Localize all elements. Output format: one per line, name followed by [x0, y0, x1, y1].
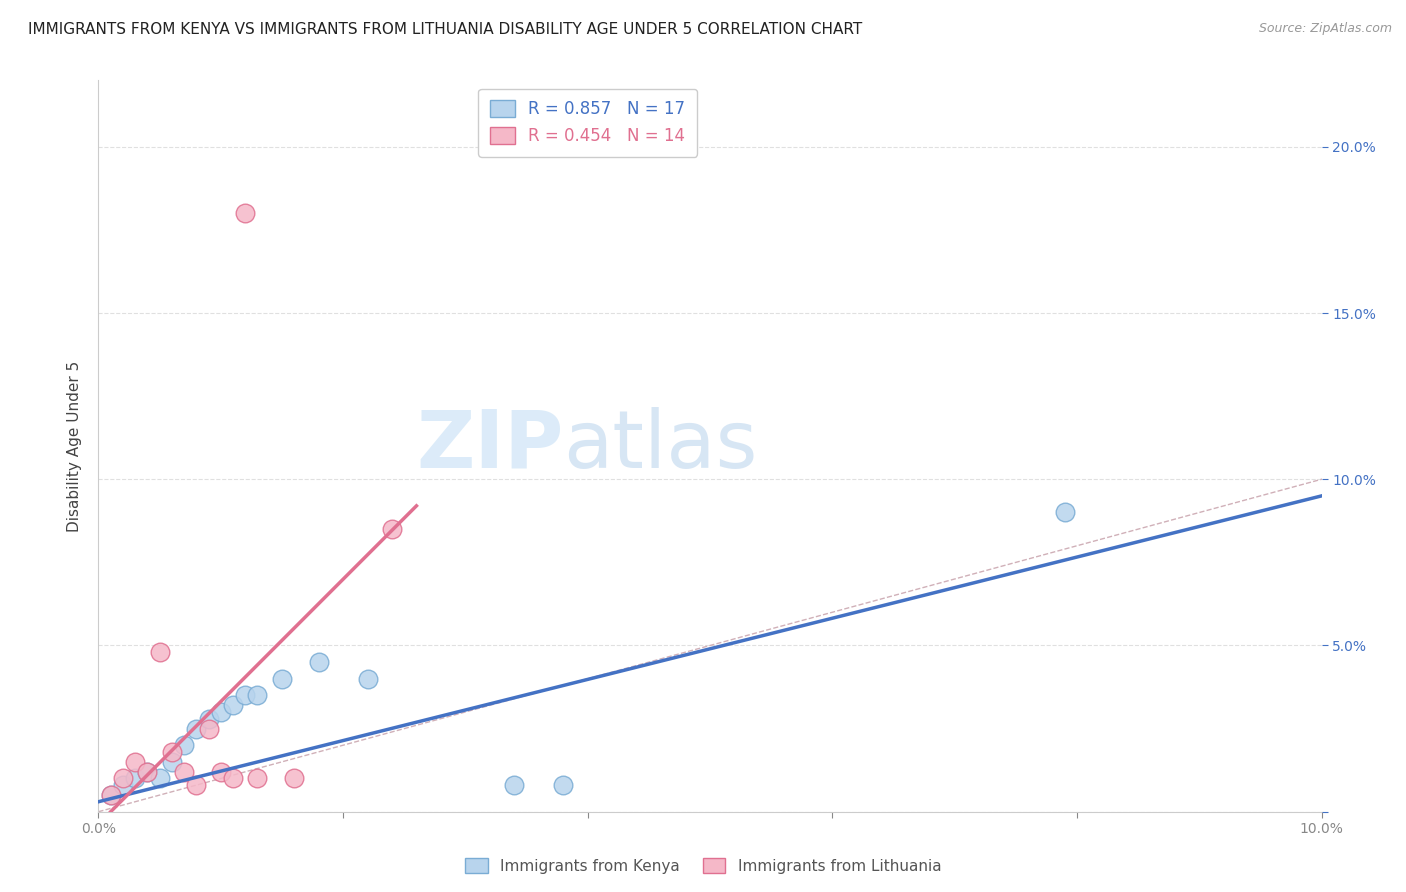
Text: atlas: atlas — [564, 407, 758, 485]
Point — [111, 772, 134, 786]
Point — [222, 698, 245, 713]
Point — [186, 778, 208, 792]
Point — [222, 772, 245, 786]
Point — [283, 772, 305, 786]
Point — [270, 672, 292, 686]
Point — [136, 764, 159, 779]
Legend: R = 0.857   N = 17, R = 0.454   N = 14: R = 0.857 N = 17, R = 0.454 N = 14 — [478, 88, 697, 157]
Point — [503, 778, 526, 792]
Point — [209, 705, 232, 719]
Point — [308, 655, 330, 669]
Point — [246, 772, 269, 786]
Point — [149, 645, 172, 659]
Point — [197, 722, 219, 736]
Point — [553, 778, 575, 792]
Point — [186, 722, 208, 736]
Point — [1053, 506, 1076, 520]
Point — [209, 764, 232, 779]
Y-axis label: Disability Age Under 5: Disability Age Under 5 — [67, 360, 83, 532]
Point — [124, 755, 146, 769]
Point — [136, 764, 159, 779]
Point — [197, 712, 219, 726]
Point — [124, 772, 146, 786]
Point — [149, 772, 172, 786]
Text: Source: ZipAtlas.com: Source: ZipAtlas.com — [1258, 22, 1392, 36]
Point — [111, 778, 134, 792]
Text: ZIP: ZIP — [416, 407, 564, 485]
Point — [100, 788, 122, 802]
Point — [233, 689, 256, 703]
Point — [381, 522, 404, 536]
Point — [100, 788, 122, 802]
Point — [356, 672, 378, 686]
Point — [233, 206, 256, 220]
Point — [173, 764, 195, 779]
Point — [246, 689, 269, 703]
Point — [160, 745, 183, 759]
Text: IMMIGRANTS FROM KENYA VS IMMIGRANTS FROM LITHUANIA DISABILITY AGE UNDER 5 CORREL: IMMIGRANTS FROM KENYA VS IMMIGRANTS FROM… — [28, 22, 862, 37]
Legend: Immigrants from Kenya, Immigrants from Lithuania: Immigrants from Kenya, Immigrants from L… — [458, 852, 948, 880]
Point — [160, 755, 183, 769]
Point — [173, 738, 195, 752]
